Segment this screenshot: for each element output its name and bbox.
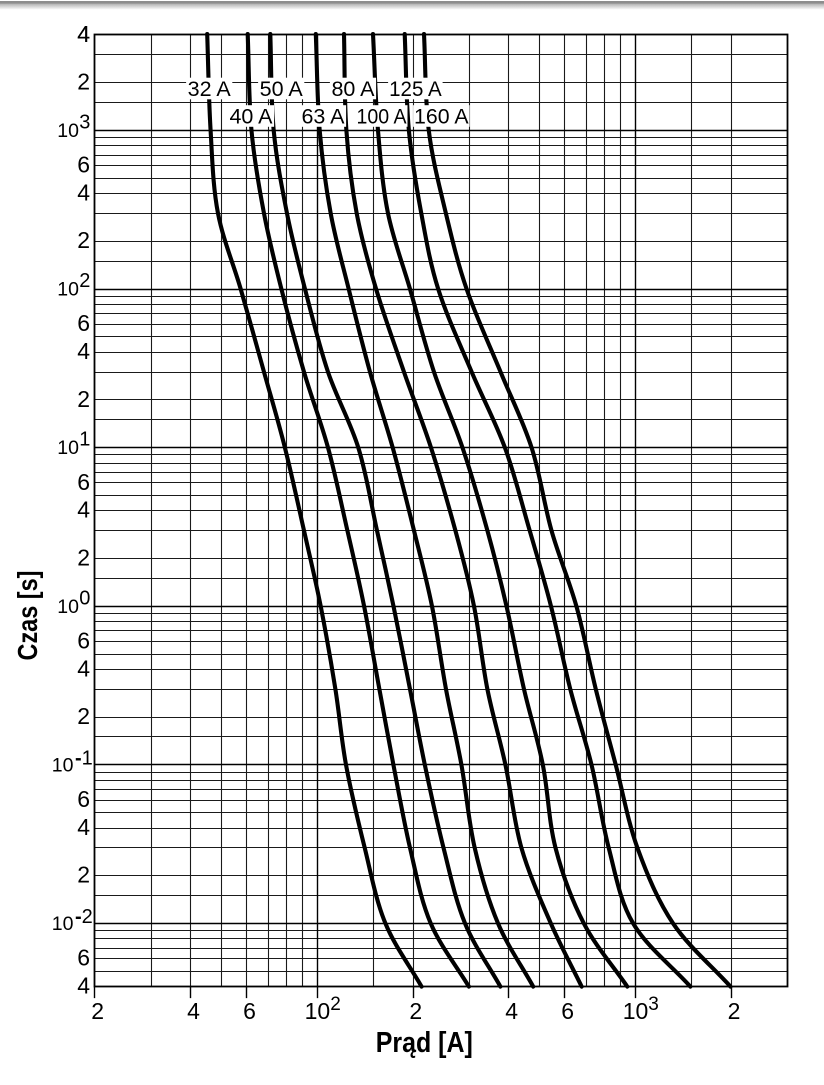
svg-text:2: 2 [77,703,90,729]
svg-text:4: 4 [505,998,518,1024]
svg-text:2: 2 [77,862,90,888]
svg-text:3: 3 [648,994,659,1015]
svg-text:6: 6 [77,786,90,812]
svg-text:10: 10 [305,998,331,1024]
svg-text:2: 2 [77,227,90,253]
svg-text:-1: -1 [75,747,93,769]
svg-text:6: 6 [561,998,574,1024]
svg-text:4: 4 [77,497,90,523]
svg-text:10: 10 [57,279,79,301]
svg-text:10: 10 [52,754,74,776]
svg-text:2: 2 [409,998,422,1024]
svg-text:2: 2 [91,998,104,1024]
svg-text:2: 2 [330,994,341,1015]
svg-text:4: 4 [77,973,90,999]
svg-text:125 A: 125 A [389,77,442,101]
svg-text:Prąd [A]: Prąd [A] [376,1027,473,1059]
svg-text:32 A: 32 A [188,77,232,101]
svg-text:10: 10 [57,596,79,618]
svg-text:10: 10 [57,120,79,142]
svg-text:10: 10 [57,437,79,459]
svg-text:Czas [s]: Czas [s] [12,571,43,661]
svg-text:4: 4 [77,21,90,47]
svg-text:6: 6 [77,627,90,653]
svg-text:6: 6 [77,469,90,495]
svg-text:50 A: 50 A [260,77,304,101]
svg-text:2: 2 [77,69,90,95]
svg-text:100 A: 100 A [357,104,408,128]
svg-text:4: 4 [77,814,90,840]
svg-text:2: 2 [77,544,90,570]
svg-text:6: 6 [77,310,90,336]
svg-text:4: 4 [77,180,90,206]
svg-text:10: 10 [52,913,74,935]
svg-text:40 A: 40 A [229,104,273,128]
svg-text:6: 6 [77,945,90,971]
svg-text:10: 10 [623,998,649,1024]
svg-text:4: 4 [77,655,90,681]
svg-text:2: 2 [79,270,90,292]
svg-text:80 A: 80 A [331,77,375,101]
svg-text:4: 4 [187,998,200,1024]
svg-text:6: 6 [243,998,256,1024]
svg-text:4: 4 [77,21,90,47]
svg-text:-2: -2 [75,906,93,928]
svg-text:2: 2 [728,998,741,1024]
svg-text:0: 0 [79,587,90,609]
svg-text:160 A: 160 A [414,104,469,128]
svg-text:2: 2 [77,386,90,412]
svg-text:4: 4 [77,338,90,364]
svg-text:3: 3 [79,112,90,134]
svg-text:1: 1 [79,429,90,451]
svg-text:63 A: 63 A [301,104,345,128]
svg-text:6: 6 [77,152,90,178]
